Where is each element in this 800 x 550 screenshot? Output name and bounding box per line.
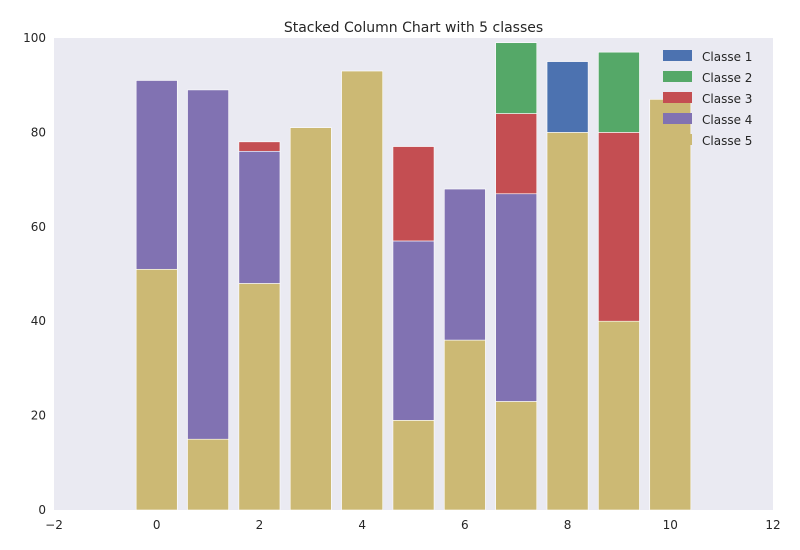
bar-segment-classe-5-x10 — [649, 99, 692, 511]
legend-label-classe-4: Classe 4 — [702, 113, 752, 127]
legend-swatch-classe-4 — [663, 113, 692, 124]
chart-title: Stacked Column Chart with 5 classes — [284, 20, 543, 36]
bar-segment-classe-5-x1 — [187, 438, 229, 511]
legend-swatch-classe-5 — [663, 134, 692, 145]
bar-segment-classe-5-x8 — [546, 132, 589, 511]
bar-segment-classe-5-x5 — [392, 420, 435, 511]
legend-swatch-classe-3 — [663, 92, 692, 103]
x-tick-label: 12 — [765, 518, 780, 532]
bar-segment-classe-3-x9 — [598, 132, 640, 322]
bar-segment-classe-2-x9 — [598, 51, 640, 133]
bar-segment-classe-3-x5 — [392, 146, 435, 242]
bar-segment-classe-5-x4 — [341, 70, 383, 511]
bar-segment-classe-1-x8 — [546, 61, 589, 133]
y-tick-label: 100 — [23, 31, 46, 45]
bar-segment-classe-4-x2 — [238, 150, 281, 284]
bar-segment-classe-4-x0 — [135, 80, 178, 270]
x-tick-label: 0 — [153, 518, 161, 532]
y-tick-label: 60 — [31, 220, 46, 234]
x-tick-label: 4 — [358, 518, 366, 532]
bar-segment-classe-5-x2 — [238, 283, 281, 511]
bar-segment-classe-2-x7 — [495, 42, 538, 114]
bar-segment-classe-5-x0 — [135, 268, 178, 511]
bar-segment-classe-4-x5 — [392, 240, 435, 421]
y-axis-ticks: 0 20 40 60 80 100 — [23, 31, 46, 517]
bar-segment-classe-5-x6 — [444, 339, 486, 511]
x-tick-label: 8 — [564, 518, 572, 532]
bar-segment-classe-4-x7 — [495, 193, 538, 402]
bars-layer — [135, 42, 692, 511]
bar-segment-classe-5-x9 — [598, 320, 640, 511]
legend-label-classe-1: Classe 1 — [702, 50, 752, 64]
bar-segment-classe-5-x7 — [495, 401, 538, 511]
bar-segment-classe-4-x6 — [444, 188, 486, 341]
x-axis-ticks: −2 0 2 4 6 8 10 12 — [45, 518, 780, 532]
x-tick-label: 2 — [256, 518, 264, 532]
legend-swatch-classe-2 — [663, 71, 692, 82]
bar-segment-classe-5-x3 — [289, 127, 332, 511]
x-tick-label: 6 — [461, 518, 469, 532]
legend: Classe 1 Classe 2 Classe 3 Classe 4 Classe 5 — [663, 50, 752, 148]
x-tick-label: −2 — [45, 518, 63, 532]
bar-segment-classe-3-x7 — [495, 113, 538, 195]
legend-label-classe-3: Classe 3 — [702, 92, 752, 106]
legend-label-classe-5: Classe 5 — [702, 134, 752, 148]
y-tick-label: 0 — [38, 503, 46, 517]
y-tick-label: 80 — [31, 125, 46, 139]
legend-label-classe-2: Classe 2 — [702, 71, 752, 85]
y-tick-label: 40 — [31, 314, 46, 328]
bar-segment-classe-3-x2 — [238, 141, 281, 152]
y-tick-label: 20 — [31, 409, 46, 423]
x-tick-label: 10 — [663, 518, 678, 532]
bar-segment-classe-4-x1 — [187, 89, 229, 440]
legend-swatch-classe-1 — [663, 50, 692, 61]
